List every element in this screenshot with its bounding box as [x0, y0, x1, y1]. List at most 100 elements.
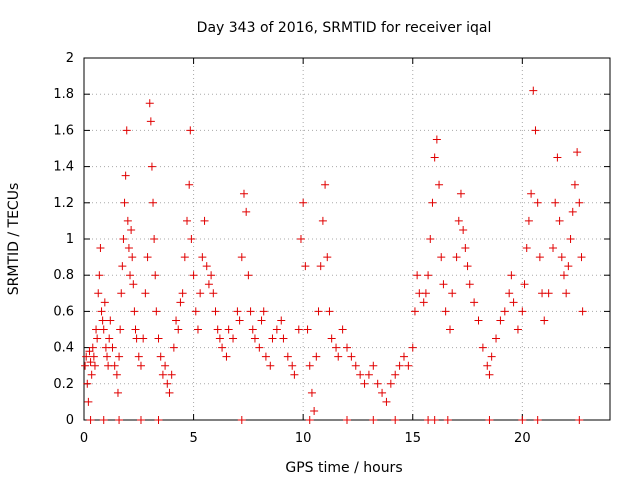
data-point: [95, 271, 104, 280]
y-tick-label: 1.4: [53, 160, 74, 175]
data-point: [211, 307, 220, 316]
data-point: [343, 343, 351, 352]
data-point: [522, 244, 531, 253]
data-point: [98, 316, 107, 325]
x-tick-label: 15: [404, 431, 421, 446]
chart-title: Day 343 of 2016, SRMTID for receiver iqa…: [197, 20, 492, 36]
data-point: [527, 189, 536, 198]
data-point: [277, 316, 286, 325]
data-point: [124, 244, 133, 253]
data-point: [470, 298, 479, 307]
data-point: [198, 253, 207, 262]
data-point: [531, 126, 540, 135]
data-point: [272, 325, 281, 334]
data-point: [419, 298, 428, 307]
data-point: [86, 358, 95, 367]
y-tick-label: 1.6: [53, 123, 74, 138]
data-points: [81, 86, 587, 424]
data-point: [509, 298, 518, 307]
data-point: [483, 361, 492, 370]
data-point: [421, 289, 430, 298]
data-point: [158, 370, 167, 379]
data-point: [410, 307, 419, 316]
data-point: [141, 289, 150, 298]
data-point: [163, 379, 172, 388]
data-point: [248, 325, 257, 334]
data-point: [338, 325, 347, 334]
data-point: [559, 271, 568, 280]
y-tick-label: 0: [66, 413, 74, 428]
data-point: [452, 253, 461, 262]
data-point: [136, 416, 145, 424]
data-point: [540, 316, 549, 325]
data-point: [408, 343, 417, 352]
data-point: [86, 416, 95, 424]
data-point: [147, 162, 156, 171]
data-point: [145, 99, 154, 108]
data-point: [496, 316, 505, 325]
data-point: [312, 352, 321, 361]
data-point: [106, 316, 115, 325]
y-tick-label: 1.2: [53, 196, 74, 211]
data-point: [325, 307, 334, 316]
data-point: [167, 370, 176, 379]
data-point: [115, 416, 124, 424]
data-point: [294, 325, 303, 334]
data-point: [553, 153, 562, 162]
data-point: [518, 307, 527, 316]
data-point: [235, 316, 244, 325]
data-point: [441, 307, 450, 316]
data-point: [161, 361, 170, 370]
data-point: [82, 352, 91, 361]
data-point: [129, 280, 138, 289]
data-point: [99, 325, 108, 334]
data-point: [165, 388, 174, 397]
data-point: [207, 271, 216, 280]
data-point: [369, 361, 378, 370]
data-point: [123, 216, 132, 225]
data-point: [261, 352, 270, 361]
data-point: [85, 347, 94, 356]
data-point: [513, 325, 522, 334]
data-point: [301, 262, 310, 271]
data-point: [575, 198, 584, 207]
data-point: [347, 352, 356, 361]
data-point: [461, 244, 470, 253]
data-point: [117, 289, 126, 298]
data-point: [533, 416, 542, 424]
data-point: [89, 352, 98, 361]
data-point: [454, 216, 463, 225]
data-point: [356, 370, 365, 379]
data-point: [126, 271, 135, 280]
data-point: [399, 352, 408, 361]
data-point: [557, 253, 566, 262]
data-point: [426, 235, 435, 243]
data-point: [200, 216, 209, 225]
data-point: [204, 280, 213, 289]
data-point: [146, 117, 155, 126]
data-point: [428, 198, 437, 207]
data-point: [573, 148, 582, 157]
data-point: [487, 352, 496, 361]
data-point: [119, 235, 128, 243]
y-tick-label: 2: [66, 51, 74, 66]
data-point: [570, 180, 579, 189]
data-point: [90, 361, 99, 370]
data-point: [321, 180, 330, 189]
data-point: [150, 235, 159, 243]
data-point: [88, 343, 97, 352]
data-point: [209, 289, 218, 298]
data-point: [430, 416, 439, 424]
data-point: [474, 316, 483, 325]
data-point: [332, 343, 341, 352]
data-point: [237, 416, 246, 424]
data-point: [391, 370, 400, 379]
data-point: [131, 325, 140, 334]
data-point: [112, 370, 121, 379]
data-point: [432, 135, 441, 144]
data-point: [134, 352, 143, 361]
data-point: [524, 216, 533, 225]
data-point: [323, 253, 332, 262]
data-point: [505, 289, 514, 298]
